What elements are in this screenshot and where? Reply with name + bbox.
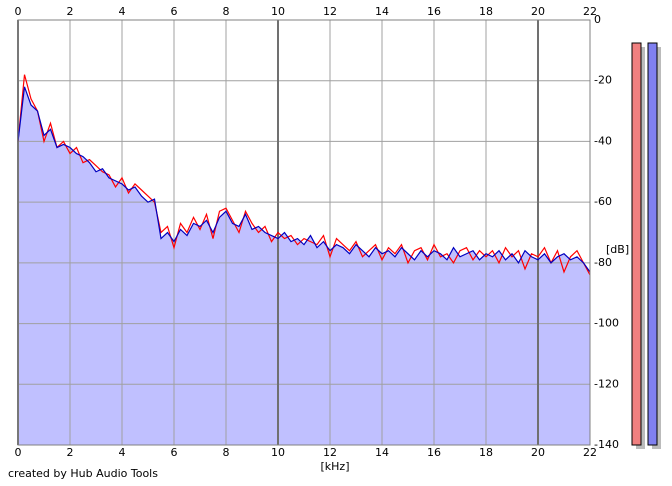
x-tick-label: 8 — [223, 446, 230, 459]
x-tick-label: 20 — [531, 446, 545, 459]
x-tick-label: 16 — [427, 5, 441, 18]
left-meter — [631, 42, 642, 446]
x-tick-label: 14 — [375, 5, 389, 18]
x-tick-label: 10 — [271, 5, 285, 18]
x-tick-label: 6 — [171, 446, 178, 459]
y-tick-label: 0 — [594, 13, 601, 26]
y-tick-label: -20 — [594, 74, 612, 87]
x-tick-label: 22 — [583, 5, 597, 18]
x-tick-label: 2 — [67, 5, 74, 18]
y-tick-label: -100 — [594, 317, 619, 330]
right-meter — [647, 42, 658, 446]
x-tick-label: 2 — [67, 446, 74, 459]
x-tick-label: 0 — [15, 446, 22, 459]
x-tick-label: 18 — [479, 5, 493, 18]
x-tick-label: 10 — [271, 446, 285, 459]
x-axis-label: [kHz] — [321, 460, 350, 473]
x-tick-label: 20 — [531, 5, 545, 18]
x-tick-label: 0 — [15, 5, 22, 18]
y-tick-label: -80 — [594, 256, 612, 269]
x-tick-label: 16 — [427, 446, 441, 459]
x-tick-label: 4 — [119, 446, 126, 459]
y-tick-label: -60 — [594, 195, 612, 208]
x-tick-label: 18 — [479, 446, 493, 459]
plot-border — [17, 19, 591, 446]
y-tick-label: -120 — [594, 377, 619, 390]
x-tick-label: 4 — [119, 5, 126, 18]
y-tick-label: -40 — [594, 134, 612, 147]
x-tick-label: 8 — [223, 5, 230, 18]
x-tick-label: 12 — [323, 5, 337, 18]
x-tick-label: 22 — [583, 446, 597, 459]
x-tick-label: 12 — [323, 446, 337, 459]
y-tick-label: -140 — [594, 438, 619, 451]
area — [18, 86, 590, 446]
y-axis-label: [dB] — [606, 243, 629, 256]
x-tick-label: 6 — [171, 5, 178, 18]
footer: created by Hub Audio Tools — [8, 467, 158, 480]
x-tick-label: 14 — [375, 446, 389, 459]
line — [17, 86, 591, 273]
